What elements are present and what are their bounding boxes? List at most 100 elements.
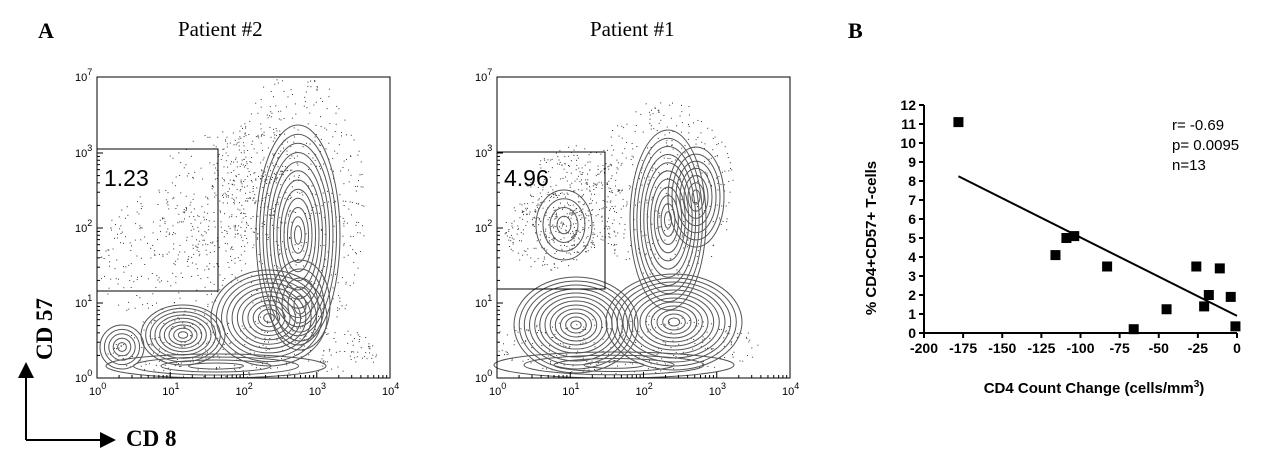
event-dot <box>243 159 245 160</box>
event-dot <box>194 219 196 221</box>
event-dot <box>641 336 643 338</box>
event-dot <box>361 174 363 175</box>
event-dot <box>300 318 302 319</box>
event-dot <box>349 245 351 247</box>
event-dot <box>193 208 195 210</box>
event-dot <box>548 224 550 226</box>
event-dot <box>200 234 202 236</box>
event-dot <box>244 245 246 247</box>
event-dot <box>596 184 598 186</box>
event-dot <box>315 124 317 126</box>
event-dot <box>353 351 355 353</box>
event-dot <box>519 259 521 261</box>
event-dot <box>220 221 222 223</box>
event-dot <box>320 144 322 146</box>
event-dot <box>618 190 620 192</box>
event-dot <box>289 158 291 160</box>
event-dot <box>206 219 207 221</box>
event-dot <box>531 195 533 197</box>
event-dot <box>349 201 351 203</box>
event-dot <box>605 163 607 165</box>
event-dot <box>146 303 148 305</box>
x-tick-label: 100 <box>489 381 506 398</box>
contour <box>173 327 193 343</box>
event-dot <box>568 146 570 148</box>
event-dot <box>118 304 120 306</box>
event-dot <box>578 238 580 240</box>
event-dot <box>136 255 138 257</box>
event-dot <box>283 90 285 92</box>
event-dot <box>166 231 168 233</box>
event-dot <box>204 231 206 233</box>
event-dot <box>176 205 178 207</box>
event-dot <box>526 254 528 256</box>
event-dot <box>222 193 224 195</box>
event-dot <box>278 153 280 154</box>
event-dot <box>324 266 326 268</box>
event-dot <box>581 183 582 185</box>
event-dot <box>666 126 668 128</box>
event-dot <box>669 322 670 324</box>
x-axis-word-cd8: CD 8 <box>126 426 177 451</box>
contour <box>255 124 341 346</box>
event-dot <box>325 148 327 150</box>
event-dot <box>607 243 609 244</box>
event-dot <box>611 175 613 177</box>
event-dot <box>265 346 267 348</box>
event-dot <box>223 344 225 346</box>
event-dot <box>607 149 608 151</box>
event-dot <box>307 302 309 304</box>
event-dot <box>503 343 504 345</box>
event-dot <box>671 161 673 162</box>
event-dot <box>551 158 553 160</box>
event-dot <box>239 202 240 204</box>
event-dot <box>620 164 622 166</box>
event-dot <box>341 135 342 137</box>
event-dot <box>558 159 560 161</box>
event-dot <box>200 332 202 334</box>
event-dot <box>354 357 356 359</box>
event-dot <box>555 217 557 219</box>
event-dot <box>681 317 683 319</box>
event-dot <box>326 334 328 335</box>
event-dot <box>323 278 324 280</box>
event-dot <box>626 339 628 341</box>
event-dot <box>587 173 588 175</box>
event-dot <box>701 172 703 174</box>
event-dot <box>291 221 293 223</box>
event-dot <box>347 254 349 256</box>
event-dot <box>213 164 215 166</box>
event-dot <box>359 336 361 338</box>
event-dot <box>185 206 187 208</box>
event-dot <box>667 158 669 159</box>
event-dot <box>619 189 621 191</box>
event-dot <box>545 332 547 334</box>
event-dot <box>314 80 316 81</box>
event-dot <box>278 254 280 256</box>
event-dot <box>594 369 596 370</box>
event-dot <box>627 251 629 253</box>
y-arrow-head <box>18 362 34 378</box>
x-axis-label: CD4 Count Change (cells/mm3) <box>984 379 1205 397</box>
event-dot <box>239 190 241 192</box>
event-dot <box>129 242 131 244</box>
event-dot <box>650 147 652 148</box>
event-dot <box>115 278 117 280</box>
event-dot <box>522 218 524 220</box>
event-dot <box>523 250 525 252</box>
event-dot <box>566 225 567 227</box>
event-dot <box>265 279 267 281</box>
event-dot <box>585 251 587 253</box>
event-dot <box>203 211 205 213</box>
event-dot <box>207 212 209 214</box>
event-dot <box>188 172 190 174</box>
event-dot <box>275 241 277 242</box>
event-dot <box>560 202 561 204</box>
event-dot <box>280 110 282 112</box>
event-dot <box>250 113 252 115</box>
axis-arrows <box>18 362 116 448</box>
event-dot <box>184 326 186 328</box>
event-dot <box>207 198 209 200</box>
event-dot <box>608 353 609 355</box>
event-dot <box>543 179 545 180</box>
